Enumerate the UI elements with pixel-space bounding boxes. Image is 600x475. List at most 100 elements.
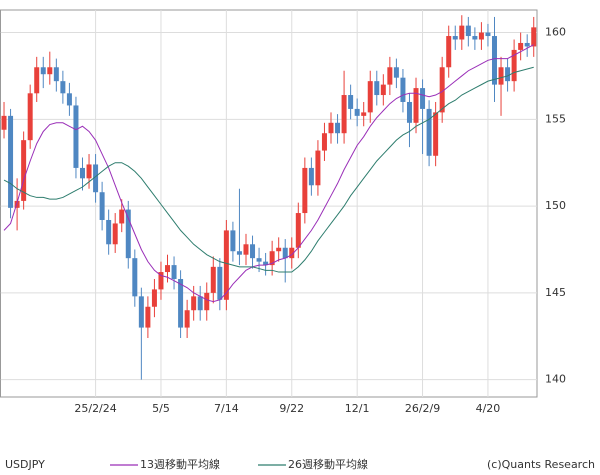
candle-body: [53, 67, 59, 82]
x-tick-label: 4/20: [476, 402, 501, 415]
candle-body: [8, 115, 14, 208]
y-tick-label: 150: [545, 199, 566, 212]
copyright: (c)Quants Research: [487, 458, 595, 471]
candle-body: [217, 266, 223, 300]
candle-body: [511, 49, 517, 82]
candle-body: [439, 67, 445, 113]
chart-title: USDJPY: [5, 458, 45, 471]
candle-body: [420, 88, 426, 109]
candle-body: [99, 192, 105, 220]
candle-body: [518, 42, 524, 50]
candle-body: [158, 272, 164, 290]
candle-body: [400, 77, 406, 102]
candle-body: [132, 258, 138, 297]
candle-body: [47, 67, 53, 75]
candle-body: [60, 81, 66, 94]
x-tick-label: 7/14: [214, 402, 239, 415]
candle-body: [406, 101, 412, 123]
candle-body: [380, 84, 386, 96]
plot-area: [0, 9, 538, 398]
candle-body: [335, 122, 341, 134]
candle-body: [73, 105, 79, 168]
candle-body: [210, 266, 216, 293]
candle-body: [289, 247, 295, 259]
candle-body: [119, 209, 125, 224]
candle-body: [230, 230, 236, 252]
candle-body: [1, 115, 7, 130]
candle-body: [171, 265, 177, 279]
candle-body: [34, 67, 40, 94]
candle-body: [106, 219, 112, 245]
candle-body: [478, 32, 484, 40]
candle-body: [328, 122, 334, 134]
candle-body: [341, 95, 347, 134]
candle-body: [524, 42, 530, 47]
candle-body: [14, 200, 20, 208]
candle-body: [374, 81, 380, 96]
candle-body: [361, 112, 367, 116]
x-tick-label: 12/1: [345, 402, 370, 415]
candle-body: [393, 67, 399, 78]
candle-body: [191, 296, 197, 311]
candle-body: [446, 36, 452, 68]
candle-body: [112, 223, 118, 245]
candle-body: [40, 67, 46, 75]
x-tick-label: 25/2/24: [74, 402, 116, 415]
candle-body: [178, 278, 184, 328]
candle-body: [236, 251, 242, 255]
candle-body: [269, 251, 275, 266]
x-tick-label: 26/2/9: [405, 402, 440, 415]
candle-body: [243, 244, 249, 255]
candle-body: [93, 164, 99, 193]
candle-body: [485, 32, 491, 37]
candle-body: [387, 67, 393, 85]
candle-body: [165, 265, 171, 273]
candle-body: [125, 209, 131, 259]
candle-body: [86, 164, 92, 179]
candle-body: [452, 36, 458, 40]
y-tick-label: 140: [545, 373, 566, 386]
candle-body: [315, 150, 321, 186]
y-tick-label: 145: [545, 286, 566, 299]
legend-label: 13週移動平均線: [140, 457, 220, 471]
candle-body: [27, 93, 33, 141]
candle-body: [138, 296, 144, 328]
candle-body: [256, 258, 262, 262]
candle-body: [145, 306, 151, 328]
candle-body: [465, 25, 471, 37]
candle-body: [413, 88, 419, 123]
candle-body: [367, 81, 373, 113]
moving-average-line: [3, 66, 534, 273]
candle-body: [459, 25, 465, 40]
candle-body: [223, 230, 229, 300]
candle-body: [505, 67, 511, 82]
candle-body: [21, 140, 27, 201]
candle-body: [348, 95, 354, 109]
candle-body: [472, 36, 478, 40]
moving-average-line: [3, 44, 534, 303]
legend-label: 26週移動平均線: [288, 457, 368, 471]
x-tick-label: 9/22: [279, 402, 304, 415]
candle-body: [426, 108, 432, 156]
candle-body: [151, 289, 157, 307]
candle-body: [184, 310, 190, 328]
candle-body: [354, 108, 360, 116]
y-tick-label: 155: [545, 112, 566, 125]
candle-body: [295, 213, 301, 248]
candle-body: [79, 167, 85, 179]
candle-body: [197, 296, 203, 311]
candle-body: [282, 247, 288, 259]
candle-body: [276, 247, 282, 252]
candle-body: [204, 292, 210, 311]
candle-body: [433, 112, 439, 156]
x-tick-label: 5/5: [152, 402, 170, 415]
candle-body: [321, 133, 327, 151]
y-tick-label: 160: [545, 26, 566, 39]
candle-body: [66, 93, 72, 106]
candle-body: [498, 67, 504, 85]
candle-body: [308, 167, 314, 186]
candle-body: [531, 27, 537, 47]
candle-body: [302, 167, 308, 214]
candle-body: [250, 244, 256, 259]
